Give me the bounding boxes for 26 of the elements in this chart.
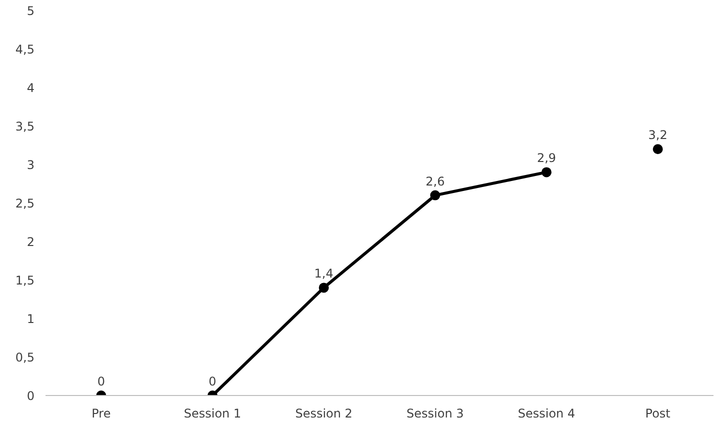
data-label: 1,4 — [314, 266, 334, 281]
data-label: 3,2 — [648, 128, 668, 142]
data-label: 2,9 — [536, 151, 556, 166]
data-label: 0 — [208, 374, 216, 388]
y-tick-label: 0,5 — [15, 350, 35, 364]
data-label: 0 — [97, 374, 105, 388]
y-tick-label: 5 — [26, 4, 35, 18]
point — [318, 282, 329, 293]
y-tick-label: 2,5 — [15, 196, 35, 210]
data-label: 2,6 — [426, 174, 445, 188]
x-tick-label: Session 4 — [518, 406, 576, 420]
x-tick-label: Session 3 — [406, 406, 464, 420]
point — [542, 167, 552, 178]
y-tick-label: 3 — [26, 158, 35, 172]
x-tick-label: Post — [645, 406, 671, 420]
x-tick-label: Session 1 — [184, 406, 242, 420]
x-tick-label: Pre — [92, 406, 111, 420]
y-tick-label: 4 — [26, 81, 35, 95]
y-tick-label: 0 — [26, 389, 35, 403]
y-tick-label: 1,5 — [15, 274, 35, 288]
y-tick-label: 1 — [26, 312, 35, 326]
y-tick-label: 2 — [26, 235, 35, 249]
point — [430, 190, 440, 200]
y-tick-label: 3,5 — [15, 120, 35, 134]
x-tick-label: Session 2 — [295, 406, 352, 420]
y-tick-label: 4,5 — [15, 42, 35, 56]
